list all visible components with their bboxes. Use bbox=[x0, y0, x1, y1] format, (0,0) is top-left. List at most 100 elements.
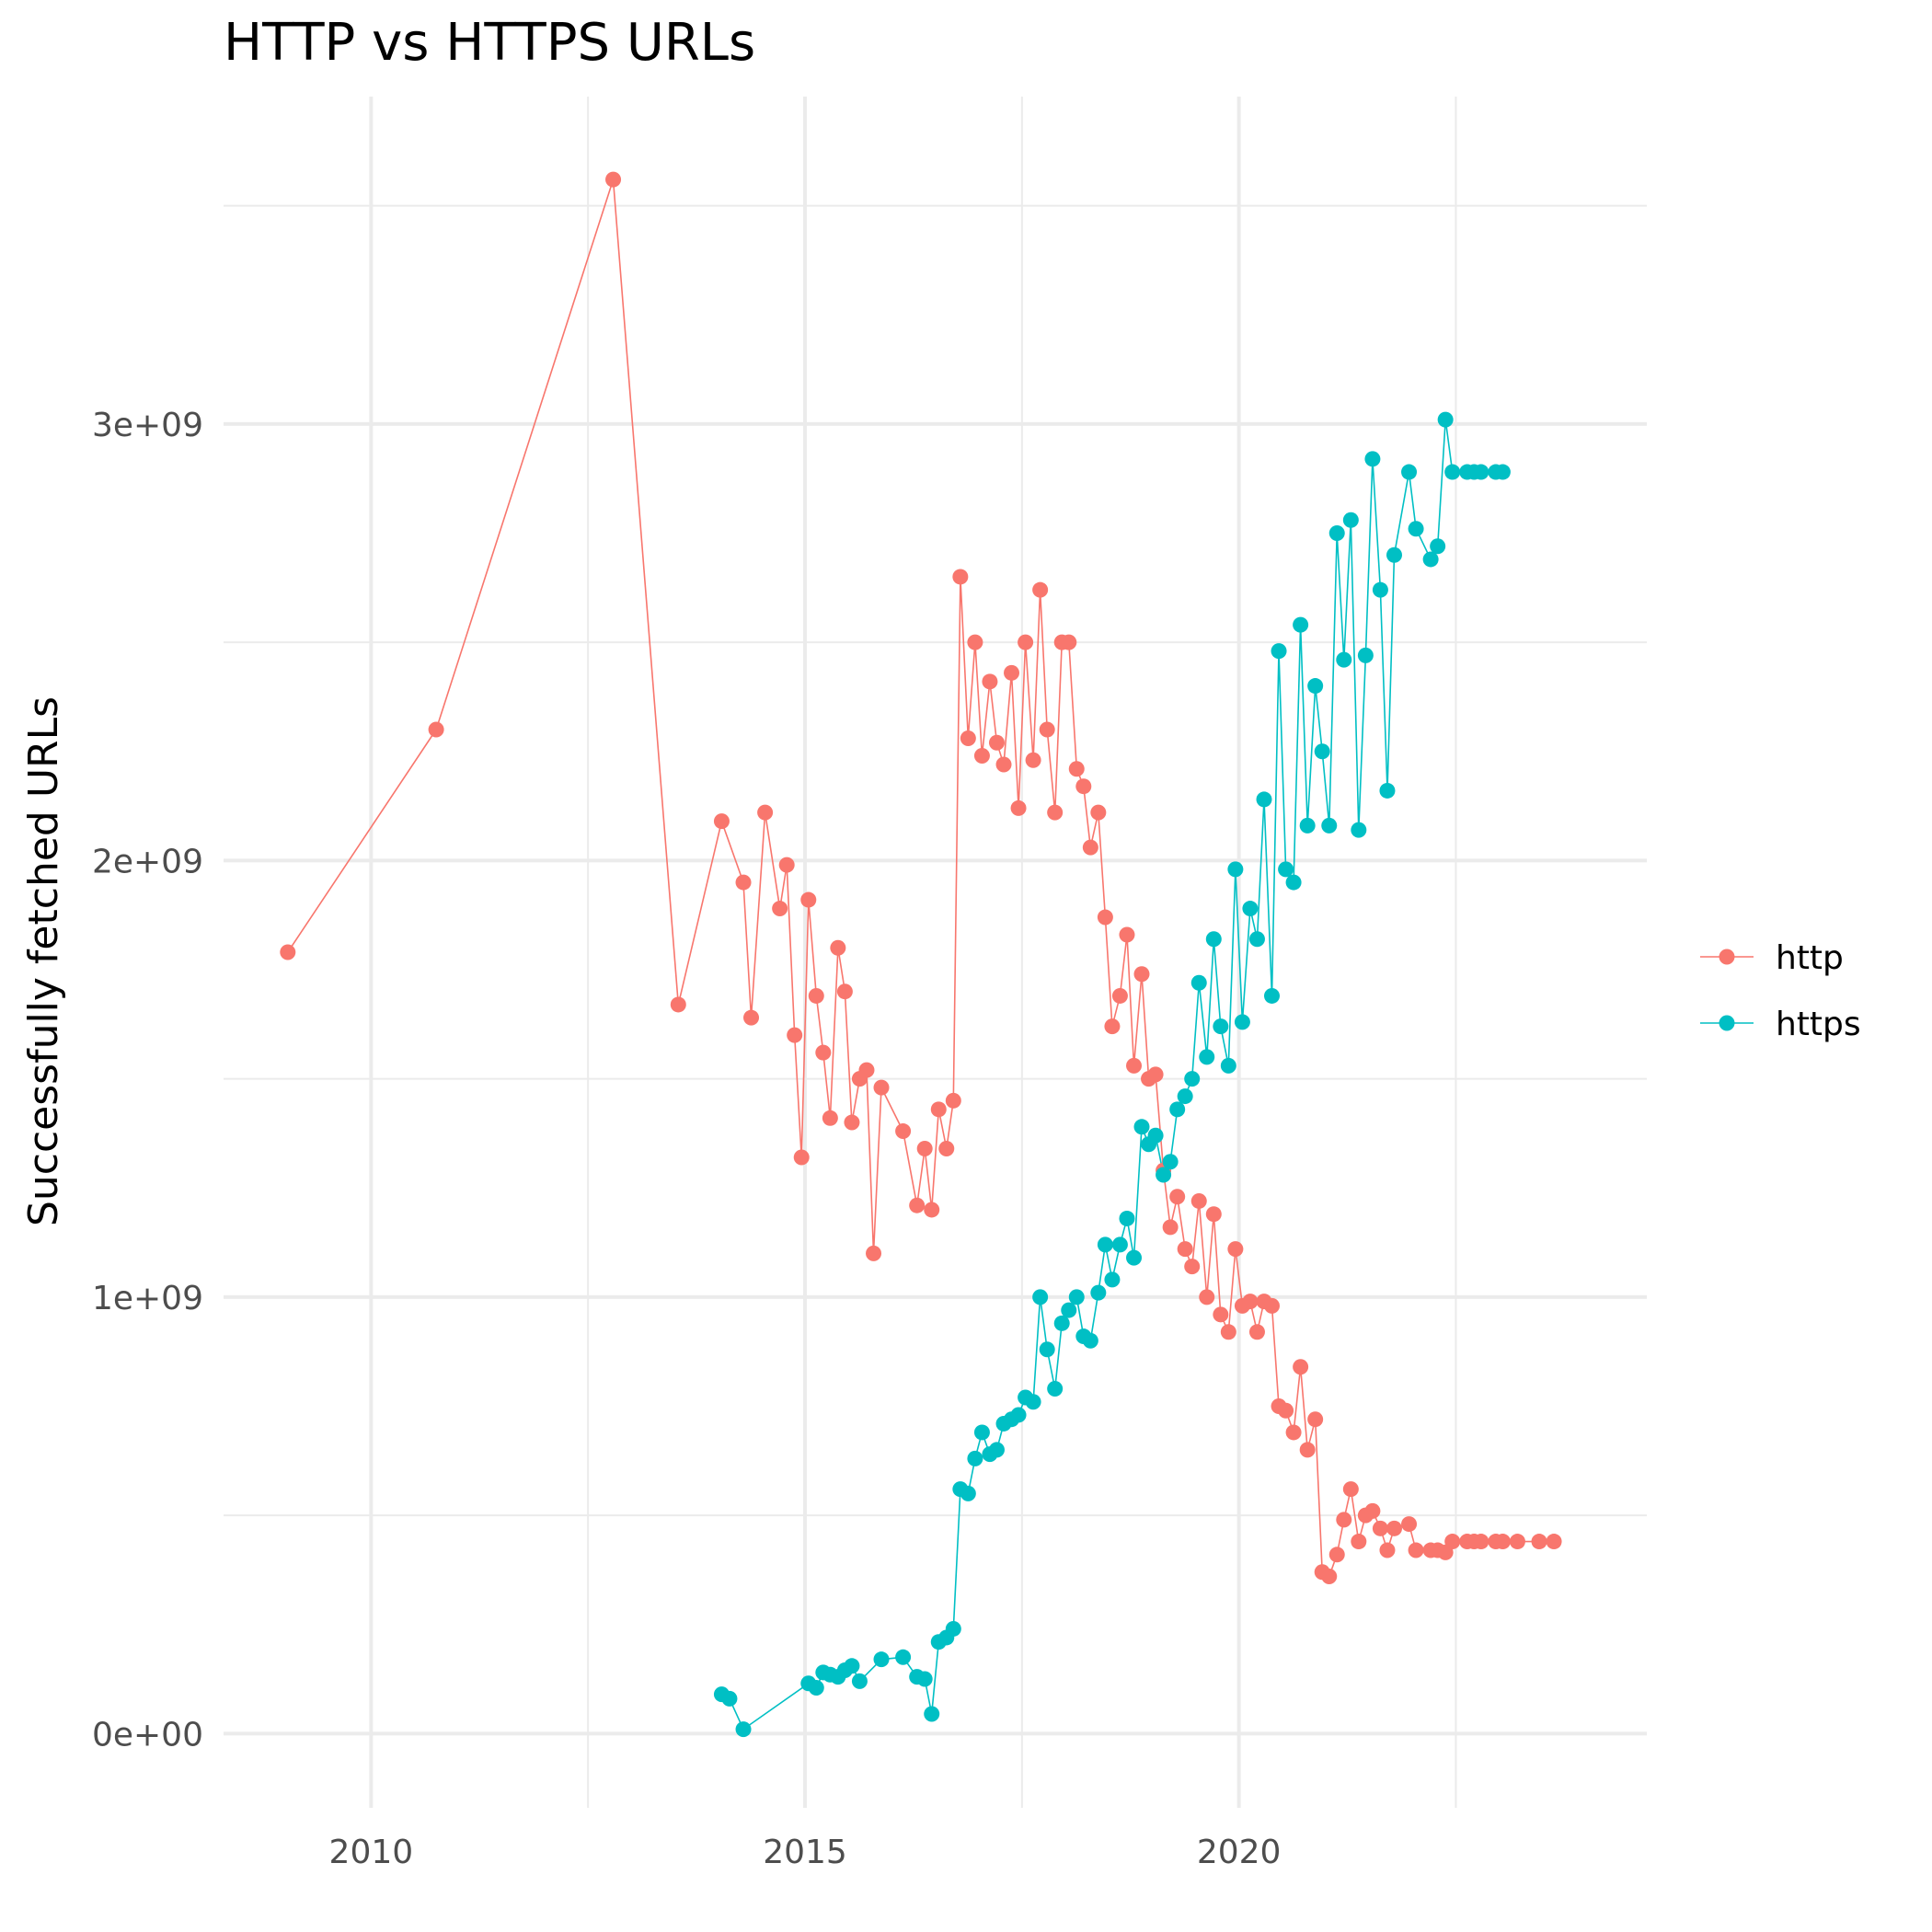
data-point-https bbox=[1010, 1407, 1027, 1423]
data-point-https bbox=[1032, 1289, 1049, 1305]
data-point-http bbox=[1494, 1534, 1511, 1550]
data-point-https bbox=[1314, 743, 1330, 760]
data-point-http bbox=[960, 730, 976, 746]
data-point-http bbox=[822, 1110, 838, 1126]
data-point-http bbox=[1307, 1411, 1324, 1428]
data-point-https bbox=[1227, 861, 1244, 878]
data-point-https bbox=[721, 1690, 738, 1707]
series-line-http bbox=[287, 178, 1555, 1578]
data-point-https bbox=[1299, 817, 1316, 834]
data-point-http bbox=[1169, 1189, 1186, 1205]
data-point-http bbox=[793, 1149, 810, 1166]
data-point-https bbox=[1422, 551, 1439, 568]
data-point-http bbox=[735, 874, 752, 891]
data-point-http bbox=[743, 1009, 760, 1026]
data-point-https bbox=[1097, 1236, 1113, 1253]
data-point-https bbox=[1430, 538, 1446, 555]
data-point-http bbox=[1075, 778, 1092, 795]
data-point-http bbox=[1364, 1502, 1381, 1519]
data-point-http bbox=[924, 1202, 940, 1218]
data-point-http bbox=[982, 673, 998, 690]
y-tick-label: 1e+09 bbox=[92, 1280, 203, 1317]
data-point-http bbox=[428, 721, 444, 738]
data-point-https bbox=[1025, 1394, 1041, 1410]
data-point-https bbox=[1104, 1271, 1121, 1288]
x-tick-label: 2015 bbox=[763, 1834, 847, 1871]
data-point-https bbox=[1357, 647, 1374, 663]
data-point-http bbox=[1039, 721, 1055, 738]
data-point-https bbox=[1177, 1088, 1193, 1105]
data-point-http bbox=[1119, 926, 1135, 943]
data-point-http bbox=[1147, 1066, 1164, 1083]
data-point-http bbox=[1162, 1219, 1179, 1236]
data-point-https bbox=[1061, 1302, 1077, 1318]
data-point-http bbox=[1126, 1057, 1143, 1074]
data-point-http bbox=[973, 747, 990, 764]
data-point-https bbox=[1342, 512, 1359, 528]
data-point-https bbox=[1053, 1315, 1070, 1331]
data-point-http bbox=[1199, 1289, 1215, 1305]
data-point-https bbox=[1386, 546, 1403, 563]
data-point-https bbox=[1285, 874, 1302, 891]
data-point-https bbox=[1205, 931, 1222, 948]
data-point-http bbox=[1090, 804, 1107, 821]
data-point-https bbox=[1263, 987, 1280, 1004]
data-point-https bbox=[1199, 1049, 1215, 1065]
data-point-http bbox=[836, 983, 853, 1000]
data-point-http bbox=[1177, 1241, 1193, 1258]
data-point-https bbox=[1090, 1284, 1107, 1301]
data-point-http bbox=[873, 1079, 890, 1096]
data-point-https bbox=[1321, 817, 1338, 834]
data-point-https bbox=[916, 1671, 933, 1687]
data-point-http bbox=[1285, 1424, 1302, 1441]
data-point-http bbox=[995, 756, 1012, 773]
data-point-http bbox=[1010, 799, 1027, 816]
data-point-https bbox=[1278, 861, 1294, 878]
data-point-https bbox=[1220, 1057, 1236, 1074]
series-points bbox=[280, 171, 1562, 1738]
data-point-http bbox=[1205, 1206, 1222, 1223]
data-point-http bbox=[1111, 987, 1128, 1004]
data-point-https bbox=[1162, 1154, 1179, 1170]
data-point-https bbox=[1242, 901, 1259, 917]
data-point-https bbox=[1328, 524, 1345, 541]
data-point-http bbox=[1263, 1297, 1280, 1314]
data-point-https bbox=[1372, 581, 1388, 598]
data-point-http bbox=[757, 804, 774, 821]
data-point-https bbox=[1293, 616, 1309, 633]
data-point-http bbox=[1213, 1306, 1229, 1323]
data-point-http bbox=[945, 1092, 961, 1109]
data-point-http bbox=[1531, 1534, 1547, 1550]
data-point-http bbox=[830, 939, 846, 956]
data-point-http bbox=[1509, 1534, 1525, 1550]
data-point-http bbox=[1299, 1442, 1316, 1458]
data-point-http bbox=[772, 901, 788, 917]
data-point-http bbox=[808, 987, 824, 1004]
data-point-http bbox=[1248, 1324, 1265, 1340]
legend-label-http: http bbox=[1776, 939, 1844, 977]
data-point-http bbox=[1220, 1324, 1236, 1340]
data-point-http bbox=[952, 569, 969, 585]
data-point-http bbox=[1546, 1534, 1562, 1550]
data-point-http bbox=[1293, 1359, 1309, 1375]
data-point-http bbox=[1018, 634, 1034, 650]
data-point-https bbox=[1119, 1210, 1135, 1226]
data-point-http bbox=[1242, 1294, 1259, 1310]
data-point-http bbox=[1372, 1520, 1388, 1536]
data-point-http bbox=[895, 1123, 912, 1140]
data-point-https bbox=[1234, 1014, 1250, 1030]
data-point-http bbox=[1379, 1542, 1396, 1558]
data-point-https bbox=[1039, 1341, 1055, 1358]
data-point-https bbox=[988, 1442, 1005, 1458]
y-tick-label: 2e+09 bbox=[92, 843, 203, 880]
data-point-http bbox=[916, 1141, 933, 1157]
data-point-http bbox=[1328, 1547, 1345, 1563]
data-point-http bbox=[1227, 1241, 1244, 1258]
data-point-http bbox=[1444, 1534, 1461, 1550]
data-point-https bbox=[1068, 1289, 1085, 1305]
data-point-https bbox=[1248, 931, 1265, 948]
data-point-https bbox=[1213, 1018, 1229, 1035]
data-point-https bbox=[1169, 1101, 1186, 1118]
data-point-https bbox=[735, 1721, 752, 1738]
data-point-https bbox=[1494, 464, 1511, 480]
